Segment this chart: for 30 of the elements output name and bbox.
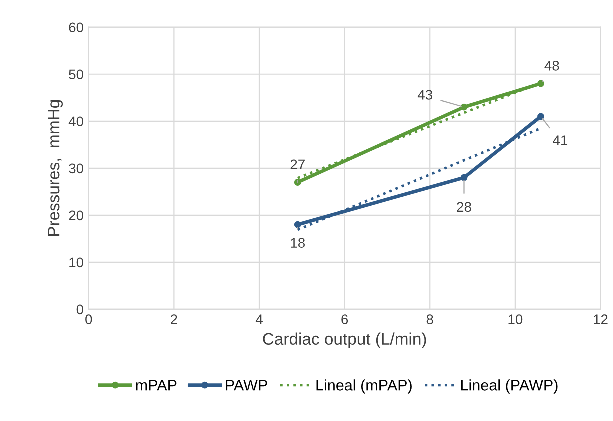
data-label: 41 [553,136,568,146]
x-tick-label: 4 [256,314,263,324]
x-tick-label: 10 [508,314,523,324]
x-tick-label: 8 [426,314,434,324]
y-tick-label: 60 [69,22,84,33]
y-tick-label: 20 [69,210,84,221]
point [460,174,468,182]
legend-label: Lineal (mPAP) [316,380,412,394]
data-label: 28 [457,202,472,212]
data-label: 18 [291,238,306,248]
x-axis-title: Cardiac output (L/min) [263,332,426,348]
data-label: 48 [544,61,560,71]
x-tick-label: 6 [342,314,348,324]
legend-label: Lineal (PAWP) [461,380,558,394]
y-tick-label: 50 [69,70,84,80]
data-label: 43 [418,90,432,100]
legend-label: mPAP [136,380,177,391]
x-tick-label: 0 [86,314,92,324]
y-tick-label: 0 [76,304,84,315]
data-label: 27 [290,160,305,170]
point [538,113,544,120]
y-tick-label: 40 [68,116,84,127]
y-tick-label: 30 [69,164,84,174]
x-tick-label: 12 [594,314,608,324]
point [460,104,468,111]
legend-label: PAWP [226,380,268,391]
point [294,221,302,228]
y-axis-title: Pressures, mmHg [48,100,64,236]
y-tick-label: 10 [70,258,84,268]
x-tick-label: 2 [171,314,178,324]
